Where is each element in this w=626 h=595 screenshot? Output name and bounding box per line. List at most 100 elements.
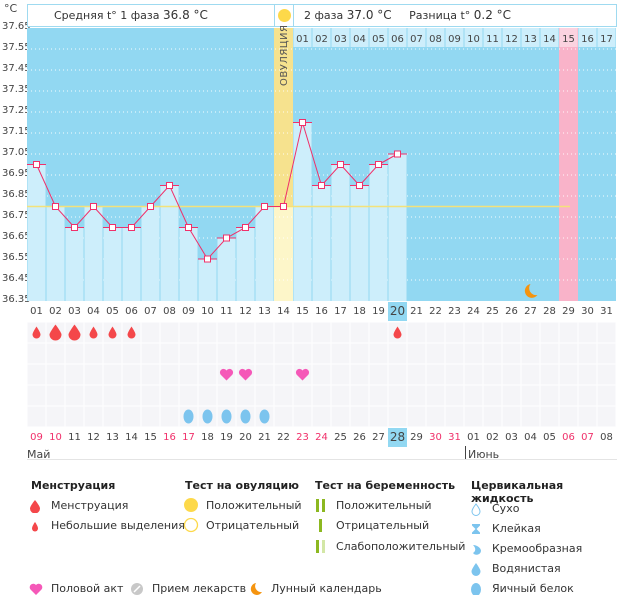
cycle-day-label[interactable]: 04: [87, 306, 100, 317]
calendar-date-label[interactable]: 27: [372, 432, 385, 443]
cycle-day-label[interactable]: 15: [296, 306, 309, 317]
calendar-date-label[interactable]: 12: [87, 432, 100, 443]
luteal-day-cell: [350, 28, 369, 47]
calendar-date-label[interactable]: 20: [239, 432, 252, 443]
menstruation-drop-icon: [127, 326, 136, 339]
calendar-date-label[interactable]: 06: [562, 432, 575, 443]
calendar-date-label[interactable]: 23: [296, 432, 309, 443]
cycle-day-label[interactable]: 03: [68, 306, 81, 317]
marker-cell: [141, 364, 160, 385]
calendar-date-label[interactable]: 05: [543, 432, 556, 443]
calendar-date-label[interactable]: 30: [429, 432, 442, 443]
marker-cell: [27, 406, 46, 427]
calendar-date-label[interactable]: 31: [448, 432, 461, 443]
calendar-date-label[interactable]: 04: [524, 432, 537, 443]
marker-cell: [46, 343, 65, 364]
cycle-day-label[interactable]: 28: [543, 306, 556, 317]
marker-cell: [160, 343, 179, 364]
marker-cell: [312, 322, 331, 343]
calendar-date-label[interactable]: 11: [68, 432, 81, 443]
calendar-date-label[interactable]: 25: [334, 432, 347, 443]
marker-cell: [597, 385, 616, 406]
cycle-day-label[interactable]: 07: [144, 306, 157, 317]
cycle-day-label[interactable]: 21: [410, 306, 423, 317]
marker-cell: [521, 406, 540, 427]
marker-cell: [369, 406, 388, 427]
cycle-day-label[interactable]: 14: [277, 306, 290, 317]
calendar-date-label[interactable]: 24: [315, 432, 328, 443]
cycle-day-label[interactable]: 25: [486, 306, 499, 317]
legend-label: Положительный: [336, 499, 432, 512]
calendar-date-label[interactable]: 08: [600, 432, 613, 443]
marker-cell: [388, 406, 407, 427]
month-may: Май: [27, 448, 51, 461]
marker-cell: [502, 385, 521, 406]
cycle-day-label[interactable]: 31: [600, 306, 613, 317]
calendar-date-label[interactable]: 22: [277, 432, 290, 443]
cycle-day-label[interactable]: 13: [258, 306, 271, 317]
marker-cell: [483, 364, 502, 385]
cycle-day-label[interactable]: 30: [581, 306, 594, 317]
phase2-label: 2 фаза: [304, 9, 344, 22]
calendar-date-label[interactable]: 17: [182, 432, 195, 443]
calendar-date-label[interactable]: 18: [201, 432, 214, 443]
cycle-day-label[interactable]: 06: [125, 306, 138, 317]
luteal-day-cell: [578, 28, 597, 47]
calendar-date-label[interactable]: 03: [505, 432, 518, 443]
cycle-day-label[interactable]: 02: [49, 306, 62, 317]
calendar-date-label[interactable]: 09: [30, 432, 43, 443]
marker-cell: [293, 406, 312, 427]
cycle-day-label[interactable]: 22: [429, 306, 442, 317]
cycle-day-label[interactable]: 26: [505, 306, 518, 317]
luteal-day-cell: [407, 28, 426, 47]
cycle-day-label[interactable]: 29: [562, 306, 575, 317]
calendar-date-label[interactable]: 01: [467, 432, 480, 443]
marker-cell: [445, 364, 464, 385]
marker-cell: [179, 343, 198, 364]
calendar-date-label[interactable]: 28: [388, 428, 407, 447]
marker-cell: [407, 343, 426, 364]
calendar-date-label[interactable]: 21: [258, 432, 271, 443]
cycle-day-label[interactable]: 08: [163, 306, 176, 317]
calendar-date-label[interactable]: 26: [353, 432, 366, 443]
calendar-date-label[interactable]: 07: [581, 432, 594, 443]
marker-cell: [502, 322, 521, 343]
cycle-day-label[interactable]: 17: [334, 306, 347, 317]
cycle-day-label[interactable]: 01: [30, 306, 43, 317]
marker-cell: [46, 406, 65, 427]
calendar-date-label[interactable]: 29: [410, 432, 423, 443]
cycle-day-label[interactable]: 05: [106, 306, 119, 317]
cycle-day-label[interactable]: 16: [315, 306, 328, 317]
calendar-date-label[interactable]: 15: [144, 432, 157, 443]
cycle-day-label[interactable]: 12: [239, 306, 252, 317]
marker-cell: [369, 343, 388, 364]
cycle-day-label[interactable]: 18: [353, 306, 366, 317]
calendar-date-label[interactable]: 19: [220, 432, 233, 443]
cycle-day-label[interactable]: 09: [182, 306, 195, 317]
y-tick-label: 37.55: [2, 42, 31, 53]
calendar-date-label[interactable]: 14: [125, 432, 138, 443]
marker-cell: [103, 406, 122, 427]
y-tick-label: 37.15: [2, 126, 31, 137]
y-tick-label: 37.35: [2, 84, 31, 95]
marker-cell: [84, 343, 103, 364]
temperature-point: [223, 234, 230, 242]
y-tick-label: 36.85: [2, 189, 31, 200]
cycle-day-label[interactable]: 19: [372, 306, 385, 317]
cycle-day-label[interactable]: 24: [467, 306, 480, 317]
cycle-day-label[interactable]: 10: [201, 306, 214, 317]
drop-outline-icon: [471, 503, 481, 516]
phase1-summary: Средняя t° 1 фаза 36.8 °C: [27, 4, 275, 27]
calendar-date-label[interactable]: 16: [163, 432, 176, 443]
pill-icon: [131, 583, 143, 595]
calendar-date-label[interactable]: 02: [486, 432, 499, 443]
calendar-date-label[interactable]: 13: [106, 432, 119, 443]
calendar-date-label[interactable]: 10: [49, 432, 62, 443]
marker-cell: [407, 364, 426, 385]
cycle-day-label[interactable]: 23: [448, 306, 461, 317]
marker-cell: [540, 343, 559, 364]
cycle-day-label[interactable]: 27: [524, 306, 537, 317]
cycle-day-label[interactable]: 11: [220, 306, 233, 317]
cycle-day-label[interactable]: 20: [388, 302, 407, 321]
